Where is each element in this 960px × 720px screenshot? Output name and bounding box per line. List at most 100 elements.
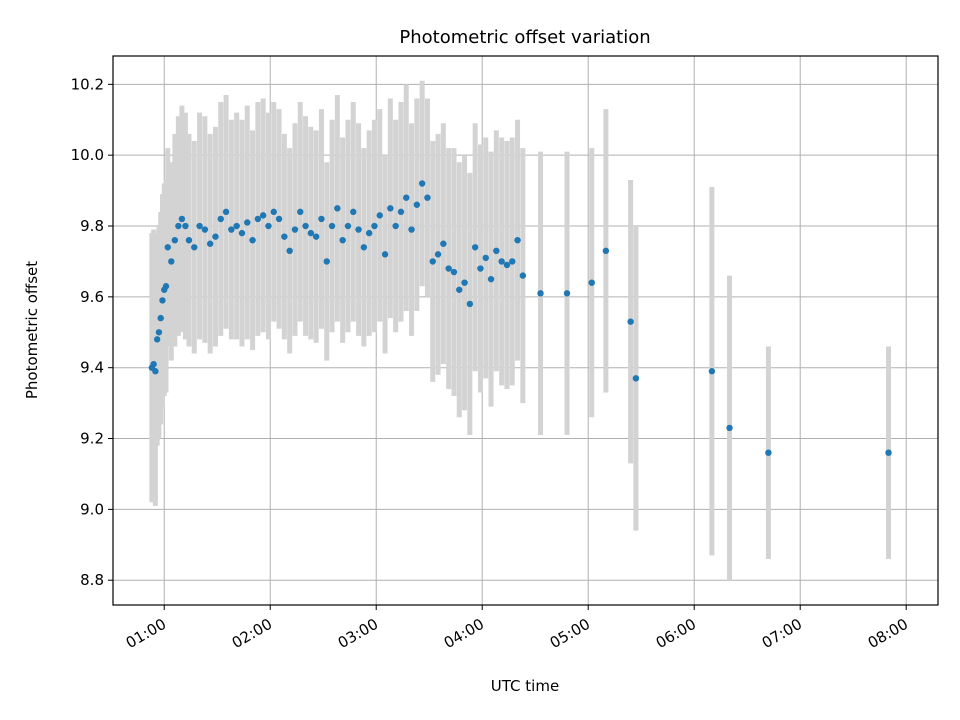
y-tick-label: 9.2 [80,430,104,448]
y-tick-label: 8.8 [80,571,104,589]
y-tick-label: 9.8 [80,217,104,235]
x-axis-label: UTC time [491,677,559,695]
data-point [885,449,892,456]
data-point [365,229,373,237]
y-axis-label: Photometric offset [23,261,41,399]
data-point [403,194,410,201]
data-point [212,233,219,240]
data-point [392,222,399,230]
data-point [602,247,610,255]
data-point [456,286,463,293]
data-point [334,205,341,212]
data-point [275,215,283,223]
data-point [270,208,277,216]
data-point [588,279,595,286]
data-point [201,226,209,233]
data-point [302,222,309,230]
data-point [244,219,251,226]
data-point [307,229,315,237]
data-point [726,424,733,432]
data-point [408,226,415,233]
data-point [627,318,634,325]
data-point [155,329,163,336]
data-point [503,261,511,269]
data-point [259,212,267,219]
data-point [482,254,489,262]
data-point [157,314,164,322]
data-point [387,205,394,212]
data-point [765,449,772,456]
plot-frame [112,55,939,606]
data-point [514,236,521,244]
data-point [196,222,203,230]
data-point [318,215,325,223]
data-point [178,215,186,223]
y-tick-label: 9.4 [80,359,104,377]
data-point [563,290,571,297]
data-point [450,268,458,276]
data-point [537,290,544,297]
data-point [265,222,272,230]
data-point [471,244,479,251]
data-point [164,244,171,251]
data-point [150,360,157,368]
data-point [206,240,214,247]
data-point [350,208,357,216]
data-point [162,283,170,290]
data-point [381,251,389,258]
y-tick-label: 9.6 [80,288,104,306]
data-point [632,375,640,382]
data-point [344,222,352,230]
data-point [509,258,516,265]
chart-title: Photometric offset variation [399,27,650,48]
data-point [434,251,442,258]
data-point [222,208,230,216]
data-point [281,233,288,240]
data-point [440,240,447,247]
data-point [461,279,468,286]
y-tick-label: 10.2 [71,75,104,93]
data-point [168,258,175,265]
data-point [185,236,193,244]
data-point [233,222,240,230]
data-point [360,244,368,251]
data-point [413,201,421,208]
data-point [355,226,362,233]
data-point [291,226,299,233]
data-point [424,194,431,201]
data-point [339,236,346,244]
data-point [286,247,293,255]
data-point [297,208,304,216]
data-point [249,236,256,244]
data-point [182,222,189,230]
data-point [498,258,505,265]
data-point [171,236,179,244]
data-point [159,297,166,304]
data-point [328,222,336,230]
data-point [493,247,500,255]
data-point [238,229,246,237]
data-point [397,208,405,216]
y-tick-label: 9.0 [80,500,104,518]
data-point [312,233,320,240]
data-point [445,265,452,272]
data-point [466,300,474,308]
data-point [376,212,383,219]
data-point [152,368,159,375]
data-point [429,258,436,265]
y-tick-label: 10.0 [71,146,104,164]
data-point [708,368,716,375]
data-point [477,265,484,272]
data-points [148,180,892,456]
data-point [519,272,527,279]
data-point [254,215,262,223]
data-point [228,226,235,233]
y-axis: 8.8 9.0 9.2 9.4 9.6 9.8 10.0 10.2 [71,75,113,589]
data-point [418,180,426,187]
data-point [175,222,182,230]
data-point [153,336,161,343]
data-point [323,258,330,265]
data-point [191,244,198,251]
data-point [487,275,495,283]
